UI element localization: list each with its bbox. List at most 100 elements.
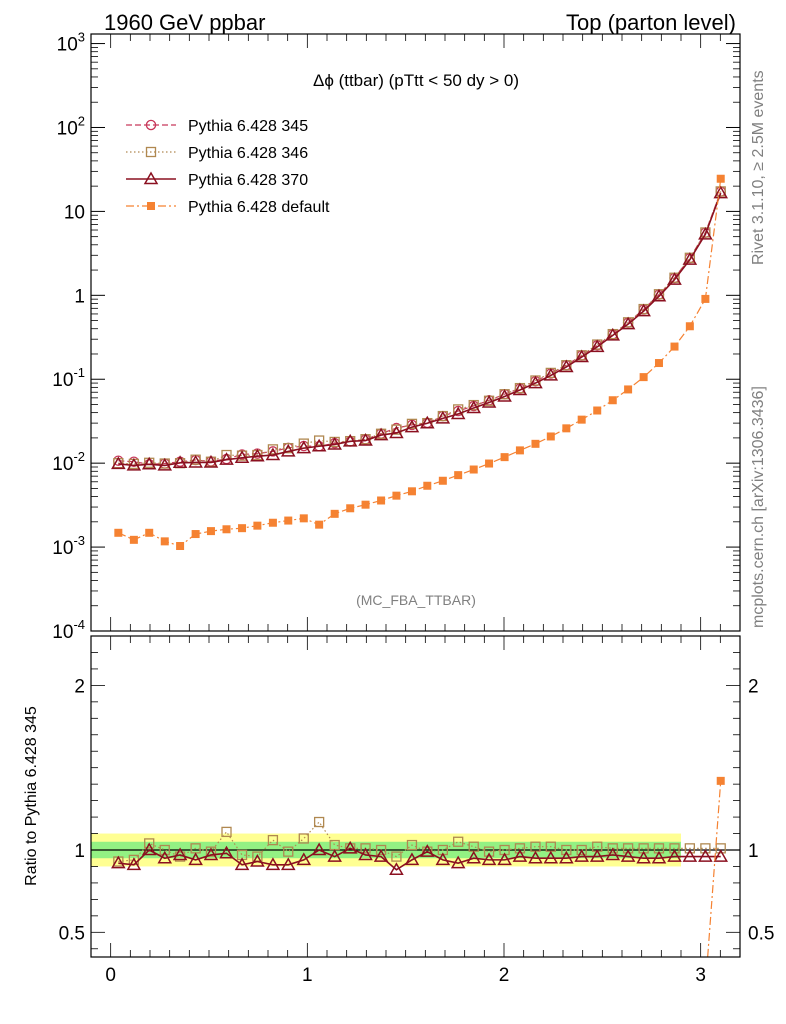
data-point [373,427,389,441]
data-point [515,446,524,455]
ratio-point [607,843,618,854]
y-tick-label: 10 [64,202,85,223]
series-line [118,178,722,547]
ratio-point [267,834,279,846]
data-point [392,491,401,500]
data-point [593,406,602,415]
ratio-point [574,849,589,862]
main-plot-area [111,174,729,551]
data-point [423,481,432,490]
legend-entry: Pythia 6.428 370 [126,171,308,189]
legend-entry: Pythia 6.428 346 [126,145,308,162]
ratio-point [716,776,725,785]
data-point [716,174,725,183]
ratio-point [470,981,478,989]
ratio-point [605,847,621,861]
ratio-point [126,857,142,871]
ratio-point [698,849,713,862]
data-point [406,418,418,430]
ratio-point [141,842,157,856]
data-point [620,316,636,330]
data-point [481,394,497,408]
ratio-point [561,844,572,856]
data-point [500,453,509,462]
ratio-point [636,850,651,864]
data-point [157,457,173,471]
data-point [469,465,478,474]
ratio-point [342,840,358,854]
ratio-point [406,839,418,851]
ratio-point [203,847,219,861]
legend-entry: Pythia 6.428 default [126,199,330,216]
ratio-point [528,850,543,864]
ratio-point [145,986,153,994]
ratio-point [392,984,400,992]
ratio-point [391,851,402,862]
data-point [377,496,386,505]
data-point [126,457,142,471]
data-point [497,388,512,402]
data-point [234,450,250,464]
data-point [391,424,402,435]
data-point [698,226,713,240]
ratio-point [651,850,667,864]
data-point [670,342,679,351]
ratio-point [576,844,587,856]
data-point [145,528,154,537]
data-point [265,447,281,461]
ratio-point [296,852,312,866]
data-point [253,521,262,530]
ratio-point [176,994,184,1002]
data-point [358,433,373,446]
data-point [485,459,494,468]
ratio-axes: 0.5 0.5 1 1 2 2 0 1 2 3 [59,636,774,986]
ratio-point [313,816,325,828]
ratio-point [219,845,234,859]
legend-marker [147,202,155,210]
series-line [118,192,722,467]
rivet-version-label: Rivet 3.1.10, ≥ 2.5M events [750,70,767,265]
data-point [559,359,574,373]
y-tick-label: 10-3 [52,533,85,559]
data-point [346,504,355,513]
data-point [682,252,698,265]
data-point [713,185,729,199]
ratio-point [114,988,122,996]
ratio-point [327,849,342,862]
ratio-point [485,981,493,989]
ratio-point [111,855,126,869]
ratio-point [667,849,682,862]
data-point [141,456,157,470]
data-point [188,454,203,468]
data-point [685,322,694,331]
data-point [512,382,528,396]
legend-label: Pythia 6.428 370 [188,172,308,189]
y-tick-label: 1 [74,286,85,307]
ratio-point [265,857,281,871]
data-point [667,272,682,285]
ratio-y-tick-label-right: 0.5 [748,923,774,944]
ratio-point [454,983,462,991]
data-point [315,520,324,529]
legend-label: Pythia 6.428 default [188,199,330,216]
ratio-point [439,983,447,991]
ratio-point [497,852,512,866]
ratio-point [346,984,354,992]
y-tick-label: 10-1 [52,365,85,391]
ratio-point [589,849,605,862]
y-tick-label: 102 [57,113,85,139]
ratio-point [188,852,203,866]
ratio-point [514,843,526,854]
data-point [389,425,404,439]
ratio-point [205,846,217,857]
ratio-point [311,842,327,856]
ratio-y-tick-label: 1 [74,841,85,862]
energy-label: 1960 GeV ppbar [104,10,265,35]
y-tick-label: 10-4 [52,617,85,643]
main-frame [90,33,741,632]
ratio-y-tick-label: 2 [74,676,85,697]
data-point [311,438,327,452]
main-axes: 10-4 10-3 10-2 10-1 1 10 102 103 [52,30,741,643]
ratio-point [453,836,464,847]
data-point [543,367,559,381]
